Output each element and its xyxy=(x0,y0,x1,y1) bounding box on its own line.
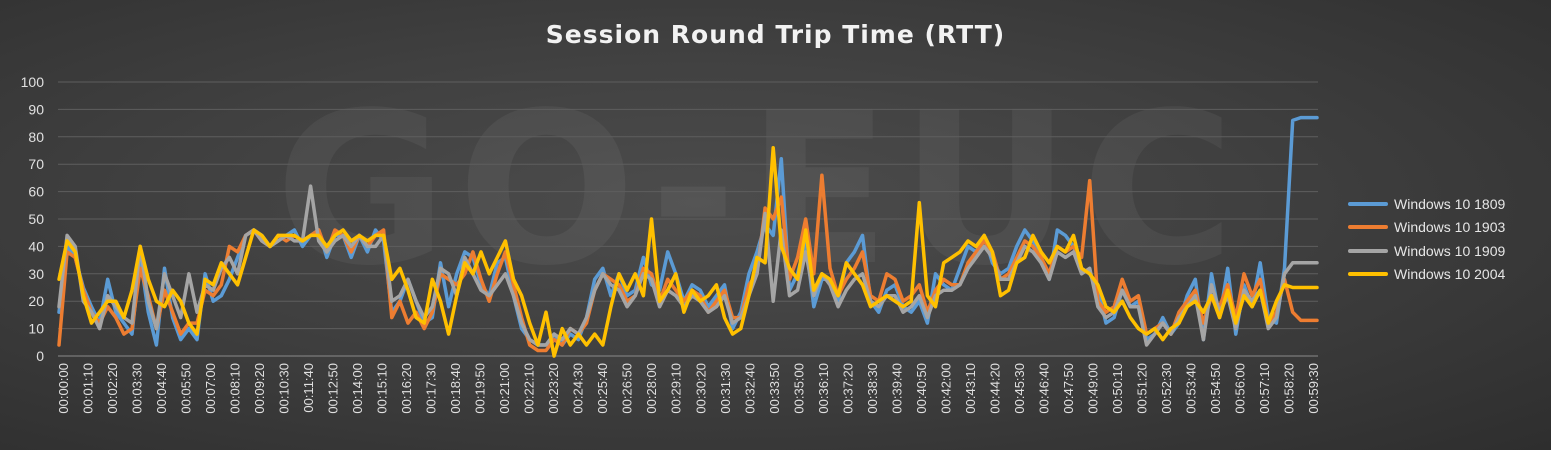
x-tick-label: 00:45:30 xyxy=(1012,363,1027,414)
y-tick-label: 30 xyxy=(28,266,44,282)
x-tick-label: 00:53:40 xyxy=(1183,363,1198,414)
legend-item: Windows 10 1809 xyxy=(1348,192,1548,216)
series-group xyxy=(57,115,1319,358)
y-tick-label: 40 xyxy=(28,238,44,254)
x-tick-label: 00:11:40 xyxy=(301,363,316,413)
x-tick-label: 00:24:30 xyxy=(571,363,586,414)
x-tick-label: 00:57:10 xyxy=(1257,363,1272,414)
x-tick-label: 00:39:40 xyxy=(889,363,904,414)
x-tick-label: 00:16:20 xyxy=(399,363,414,414)
x-tick-label: 00:38:30 xyxy=(865,363,880,414)
x-tick-label: 00:01:10 xyxy=(81,363,96,414)
watermark-text: GO-EUC xyxy=(275,67,1245,312)
x-tick-label: 00:10:30 xyxy=(277,363,292,414)
x-tick-label: 00:08:10 xyxy=(228,363,243,414)
x-tick-label: 00:54:50 xyxy=(1208,363,1223,414)
x-tick-label: 00:47:50 xyxy=(1061,363,1076,414)
x-tick-label: 00:04:40 xyxy=(154,363,169,414)
y-axis: 0 10 20 30 40 50 60 70 80 90 100 xyxy=(21,74,45,364)
y-tick-label: 20 xyxy=(28,293,44,309)
x-tick-label: 00:30:20 xyxy=(693,363,708,414)
legend-item: Windows 10 1909 xyxy=(1348,239,1548,263)
x-tick-label: 00:25:40 xyxy=(595,363,610,414)
x-tick-label: 00:58:20 xyxy=(1281,363,1296,414)
x-tick-label: 00:49:00 xyxy=(1085,363,1100,414)
x-tick-label: 00:18:40 xyxy=(448,363,463,414)
x-tick-label: 00:32:40 xyxy=(742,363,757,414)
legend-item: Windows 10 1903 xyxy=(1348,216,1548,240)
series-line-4 xyxy=(57,146,1319,358)
x-tick-label: 00:19:50 xyxy=(473,363,488,414)
x-tick-label: 00:51:20 xyxy=(1134,363,1149,414)
x-tick-label: 00:05:50 xyxy=(179,363,194,414)
x-tick-label: 00:28:00 xyxy=(644,363,659,414)
legend-swatch xyxy=(1348,201,1388,206)
x-tick-label: 00:23:20 xyxy=(546,363,561,414)
legend-label: Windows 10 2004 xyxy=(1394,266,1506,283)
x-tick-label: 00:21:00 xyxy=(497,363,512,414)
x-tick-label: 00:09:20 xyxy=(252,363,267,414)
x-tick-label: 00:59:30 xyxy=(1306,363,1321,414)
y-tick-label: 100 xyxy=(21,74,45,90)
y-tick-label: 90 xyxy=(28,101,44,117)
x-tick-label: 00:43:10 xyxy=(963,363,978,414)
x-tick-label: 00:56:00 xyxy=(1232,363,1247,414)
x-tick-label: 00:26:50 xyxy=(620,363,635,414)
x-tick-label: 00:35:00 xyxy=(791,363,806,414)
x-tick-label: 00:50:10 xyxy=(1110,363,1125,414)
x-tick-label: 00:07:00 xyxy=(203,363,218,414)
x-tick-label: 00:37:20 xyxy=(840,363,855,414)
legend-item: Windows 10 2004 xyxy=(1348,263,1548,287)
x-tick-label: 00:31:30 xyxy=(718,363,733,414)
chart-title: Session Round Trip Time (RTT) xyxy=(545,20,1006,49)
legend-label: Windows 10 1909 xyxy=(1394,242,1506,259)
y-tick-label: 10 xyxy=(28,321,44,337)
x-tick-label: 00:42:00 xyxy=(938,363,953,414)
y-tick-label: 70 xyxy=(28,156,44,172)
x-tick-label: 00:46:40 xyxy=(1036,363,1051,414)
legend-label: Windows 10 1809 xyxy=(1394,195,1506,212)
y-tick-label: 0 xyxy=(36,348,44,364)
x-tick-label: 00:33:50 xyxy=(767,363,782,414)
legend-swatch xyxy=(1348,272,1388,277)
x-tick-label: 00:14:00 xyxy=(350,363,365,414)
legend-swatch xyxy=(1348,248,1388,253)
legend: Windows 10 1809 Windows 10 1903 Windows 10… xyxy=(1348,192,1548,286)
y-tick-label: 50 xyxy=(28,211,44,227)
y-tick-label: 80 xyxy=(28,129,44,145)
x-tick-label: 00:52:30 xyxy=(1159,363,1174,414)
x-tick-label: 00:40:50 xyxy=(914,363,929,414)
x-tick-label: 00:12:50 xyxy=(326,363,341,414)
x-tick-label: 00:17:30 xyxy=(424,363,439,414)
x-tick-label: 00:22:10 xyxy=(522,363,537,414)
x-tick-label: 00:44:20 xyxy=(987,363,1002,414)
x-tick-label: 00:15:10 xyxy=(375,363,390,414)
y-tick-label: 60 xyxy=(28,184,44,200)
legend-label: Windows 10 1903 xyxy=(1394,219,1506,236)
x-tick-label: 00:02:20 xyxy=(105,363,120,414)
x-tick-label: 00:29:10 xyxy=(669,363,684,414)
x-tick-label: 00:00:00 xyxy=(56,363,71,414)
x-axis: 00:00:00 00:01:10 00:02:20 00:03:30 00:04:40… xyxy=(56,363,1321,414)
x-tick-label: 00:36:10 xyxy=(816,363,831,414)
x-tick-label: 00:03:30 xyxy=(130,363,145,414)
legend-swatch xyxy=(1348,225,1388,230)
